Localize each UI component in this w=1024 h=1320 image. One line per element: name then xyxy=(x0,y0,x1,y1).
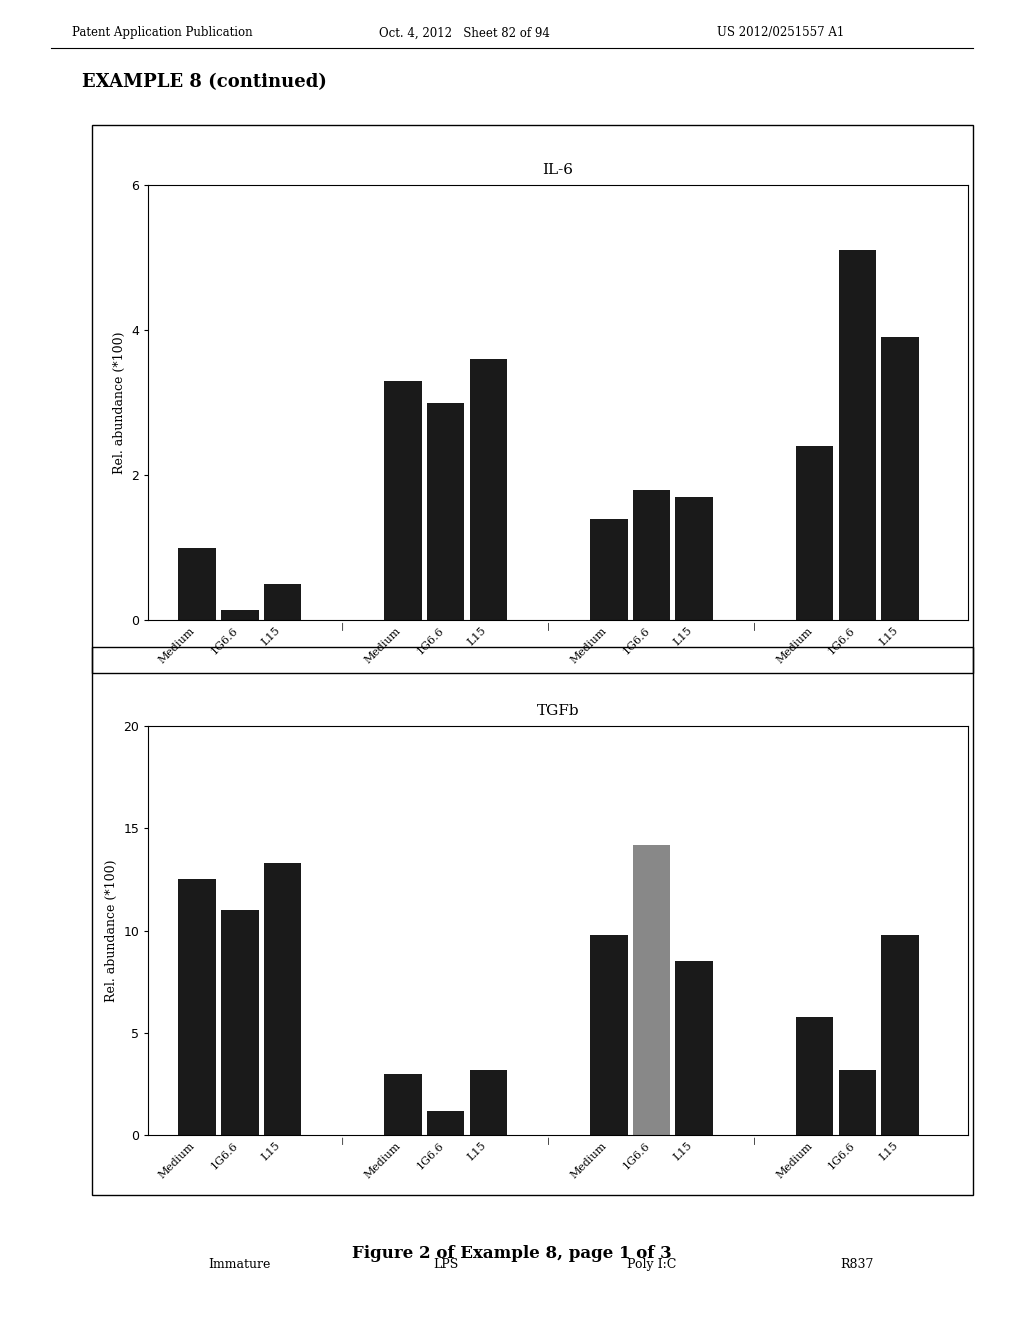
Bar xyxy=(427,1110,465,1135)
Text: Patent Application Publication: Patent Application Publication xyxy=(72,26,252,40)
Text: R837: R837 xyxy=(841,751,874,764)
Text: R837: R837 xyxy=(841,1258,874,1271)
Bar xyxy=(264,863,301,1135)
Bar xyxy=(590,935,628,1135)
Text: US 2012/0251557 A1: US 2012/0251557 A1 xyxy=(717,26,844,40)
Text: Immature: Immature xyxy=(209,1258,271,1271)
Y-axis label: Rel. abundance (*100): Rel. abundance (*100) xyxy=(105,859,118,1002)
Bar xyxy=(839,251,877,620)
Title: IL-6: IL-6 xyxy=(543,162,573,177)
Bar xyxy=(633,490,671,620)
Y-axis label: Rel. abundance (*100): Rel. abundance (*100) xyxy=(113,331,126,474)
Bar xyxy=(839,1069,877,1135)
Bar xyxy=(470,1069,507,1135)
Text: Oct. 4, 2012   Sheet 82 of 94: Oct. 4, 2012 Sheet 82 of 94 xyxy=(379,26,550,40)
Bar xyxy=(590,519,628,620)
Bar xyxy=(221,610,259,620)
Bar xyxy=(882,935,919,1135)
Bar xyxy=(470,359,507,620)
Text: Figure 2 of Example 8, page 1 of 3: Figure 2 of Example 8, page 1 of 3 xyxy=(352,1245,672,1262)
Bar xyxy=(796,446,834,620)
Title: TGFb: TGFb xyxy=(537,704,580,718)
Bar xyxy=(882,337,919,620)
Bar xyxy=(676,498,713,620)
Bar xyxy=(178,548,216,620)
Bar xyxy=(427,403,465,620)
Bar xyxy=(796,1016,834,1135)
Bar xyxy=(633,845,671,1135)
Bar xyxy=(384,1074,422,1135)
Text: Poly I:C: Poly I:C xyxy=(627,751,676,764)
Bar xyxy=(264,583,301,620)
Bar xyxy=(178,879,216,1135)
Text: EXAMPLE 8 (continued): EXAMPLE 8 (continued) xyxy=(82,73,327,91)
Text: LPS: LPS xyxy=(433,1258,459,1271)
Text: Immature: Immature xyxy=(209,751,271,764)
Bar xyxy=(384,381,422,620)
Text: Poly I:C: Poly I:C xyxy=(627,1258,676,1271)
Text: LPS: LPS xyxy=(433,751,459,764)
Bar xyxy=(221,911,259,1135)
Bar xyxy=(676,961,713,1135)
